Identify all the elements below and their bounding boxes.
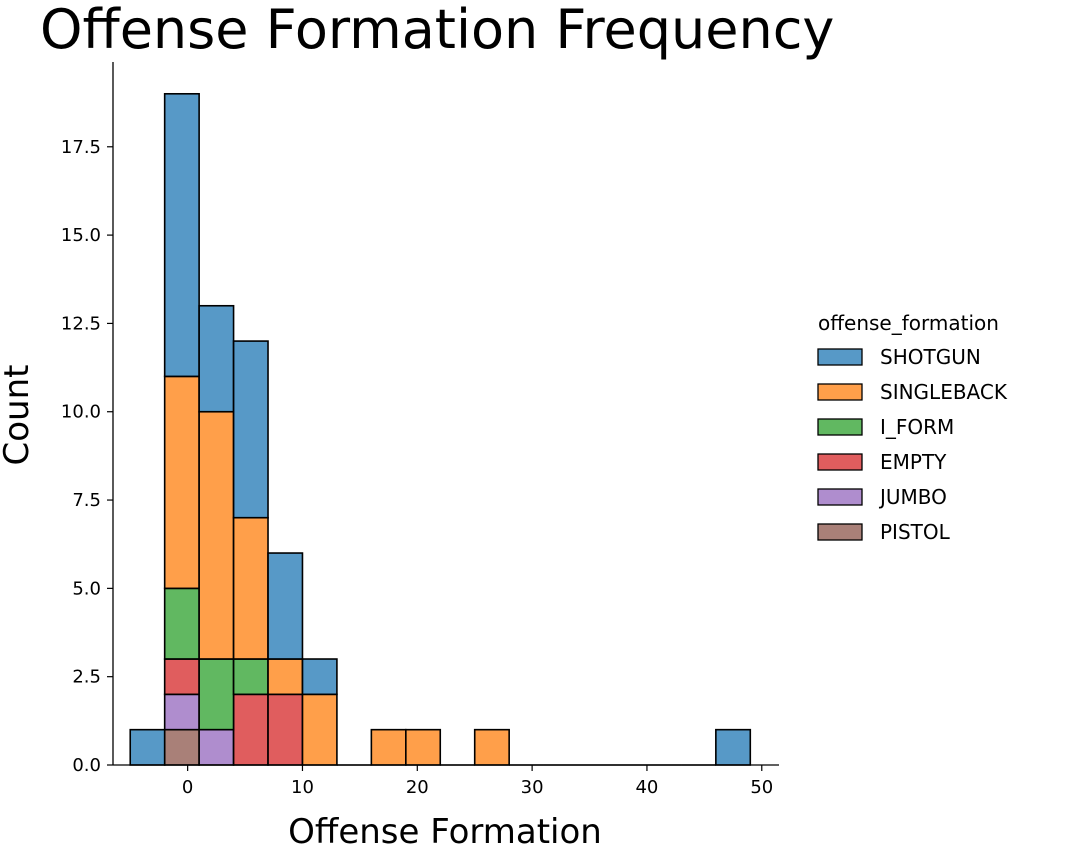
bar-shotgun-bin-4 xyxy=(267,552,304,660)
legend-label-i-form: I_FORM xyxy=(880,415,954,439)
x-tick-label-10: 10 xyxy=(291,777,314,798)
x-tick-label-30: 30 xyxy=(521,777,544,798)
legend-swatch-i-form xyxy=(817,418,863,436)
ticks-layer: 0 10 20 30 40 50 0.0 2.5 5.0 7.5 10.0 12.5 15.0 17.5 xyxy=(61,137,773,798)
x-tick-label-0: 0 xyxy=(182,777,193,798)
bar-i-form-bin-1 xyxy=(163,587,200,660)
bar-singleback-bin-10 xyxy=(473,728,510,766)
chart-title: Offense Formation Frequency xyxy=(40,0,834,61)
bar-empty-bin-3 xyxy=(232,693,269,766)
x-tick-label-40: 40 xyxy=(635,777,658,798)
legend-swatch-shotgun xyxy=(817,348,863,366)
bar-singleback-bin-7 xyxy=(370,728,407,766)
bar-empty-bin-4 xyxy=(267,693,304,766)
legend: offense_formation SHOTGUN SINGLEBACK I_FOR… xyxy=(817,311,1008,544)
legend-label-singleback: SINGLEBACK xyxy=(880,380,1008,404)
bar-jumbo-bin-1 xyxy=(163,693,200,731)
legend-swatch-jumbo xyxy=(817,488,863,506)
y-tick-label-1: 2.5 xyxy=(72,667,101,688)
bars-layer xyxy=(129,92,752,766)
bar-shotgun-bin-2 xyxy=(198,304,235,413)
y-tick-label-5: 12.5 xyxy=(61,313,101,334)
x-axis-label: Offense Formation xyxy=(288,812,602,850)
legend-label-jumbo: JUMBO xyxy=(878,485,947,509)
bar-jumbo-bin-2 xyxy=(198,728,235,766)
bar-pistol-bin-1 xyxy=(163,728,200,766)
bar-i-form-bin-2 xyxy=(198,658,235,731)
legend-swatch-pistol xyxy=(817,523,863,541)
bar-shotgun-bin-0 xyxy=(129,728,166,766)
y-tick-label-7: 17.5 xyxy=(61,137,101,158)
bar-shotgun-bin-5 xyxy=(301,658,338,696)
bar-singleback-bin-1 xyxy=(163,375,200,590)
bar-empty-bin-1 xyxy=(163,658,200,696)
legend-swatch-empty xyxy=(817,453,863,471)
legend-label-pistol: PISTOL xyxy=(880,520,951,544)
axes-layer xyxy=(112,62,779,766)
legend-label-empty: EMPTY xyxy=(880,450,947,474)
legend-swatch-singleback xyxy=(817,383,863,401)
y-axis-label: Count xyxy=(0,365,37,466)
y-tick-label-4: 10.0 xyxy=(61,402,101,423)
legend-label-shotgun: SHOTGUN xyxy=(880,345,981,369)
y-tick-label-0: 0.0 xyxy=(72,755,101,776)
bar-singleback-bin-3 xyxy=(232,516,269,660)
bar-singleback-bin-5 xyxy=(301,693,338,766)
y-tick-label-6: 15.0 xyxy=(61,225,101,246)
bar-shotgun-bin-3 xyxy=(232,340,269,519)
bar-shotgun-bin-1 xyxy=(163,92,200,378)
bar-singleback-bin-4 xyxy=(267,658,304,696)
x-tick-label-50: 50 xyxy=(750,777,773,798)
legend-title: offense_formation xyxy=(818,311,999,335)
bar-shotgun-bin-17 xyxy=(715,728,752,766)
bar-i-form-bin-3 xyxy=(232,658,269,696)
y-tick-label-2: 5.0 xyxy=(72,578,101,599)
y-tick-label-3: 7.5 xyxy=(72,490,101,511)
bar-singleback-bin-2 xyxy=(198,410,235,660)
bar-singleback-bin-8 xyxy=(405,728,442,766)
x-tick-label-20: 20 xyxy=(406,777,429,798)
